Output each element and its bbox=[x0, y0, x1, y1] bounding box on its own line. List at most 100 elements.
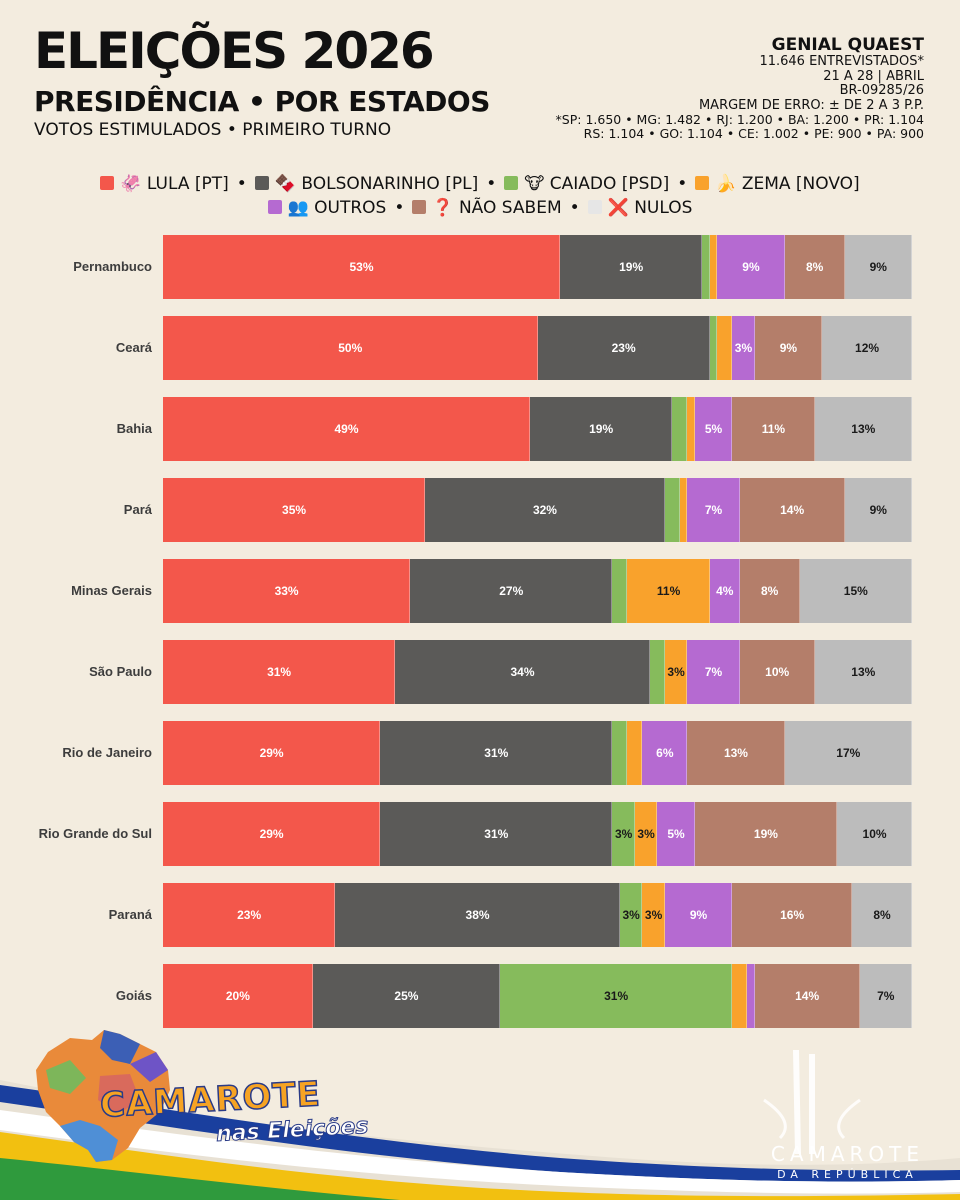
bar-data-label: 31% bbox=[484, 746, 509, 760]
bar-segment-nulos: 15% bbox=[799, 559, 912, 623]
bar-segment-outros bbox=[747, 964, 755, 1028]
bar-segment-outros: 5% bbox=[657, 802, 695, 866]
bar-segment-outros: 3% bbox=[732, 316, 755, 380]
bar-data-label: 34% bbox=[510, 665, 535, 679]
footer-banner: CAMAROTE nas Eleições bbox=[0, 1030, 960, 1200]
bar-segment-naosabem: 10% bbox=[739, 640, 815, 704]
bar-data-label: 3% bbox=[667, 665, 685, 679]
bar-segment-zema: 3% bbox=[642, 883, 665, 947]
bar-data-label: 23% bbox=[611, 341, 636, 355]
legend-swatch-outros bbox=[267, 200, 282, 214]
bar-segment-bolsonarinho: 31% bbox=[380, 802, 613, 866]
bar-segment-nulos: 13% bbox=[814, 640, 912, 704]
bar-data-label: 31% bbox=[484, 827, 509, 841]
bar-segment-naosabem: 11% bbox=[732, 397, 815, 461]
legend-swatch-caiado bbox=[504, 176, 519, 190]
bar-segment-caiado bbox=[649, 640, 665, 704]
bar-segment-outros: 6% bbox=[642, 721, 688, 785]
bar-segment-bolsonarinho: 23% bbox=[537, 316, 710, 380]
bar-segment-lula: 23% bbox=[163, 883, 336, 947]
bar-segment-bolsonarinho: 19% bbox=[559, 235, 703, 299]
legend-swatch-bolsonarinho bbox=[254, 176, 269, 190]
survey-interviewed: 11.646 ENTREVISTADOS* bbox=[759, 54, 924, 70]
bar-data-label: 23% bbox=[237, 908, 262, 922]
bar-data-label: 32% bbox=[532, 503, 557, 517]
bar-data-label: 7% bbox=[704, 503, 723, 517]
bar-segment-lula: 49% bbox=[163, 397, 530, 461]
bar-data-label: 9% bbox=[689, 908, 708, 922]
survey-samples-line1: *SP: 1.650 • MG: 1.482 • RJ: 1.200 • BA:… bbox=[555, 112, 924, 128]
row-label: Minas Gerais bbox=[71, 583, 152, 598]
legend-item-caiado: 🐮 CAIADO [PSD] bbox=[504, 176, 669, 193]
legend-emoji-nulos: ❌ bbox=[607, 198, 635, 218]
legend-label-nulos: NULOS bbox=[634, 198, 693, 218]
bar-segment-bolsonarinho: 31% bbox=[380, 721, 613, 785]
row-label: Rio Grande do Sul bbox=[38, 826, 152, 841]
bar-data-label: 13% bbox=[851, 422, 876, 436]
bar-segment-caiado bbox=[702, 235, 710, 299]
bar-data-label: 7% bbox=[877, 989, 895, 1003]
bar-segment-bolsonarinho: 25% bbox=[312, 964, 501, 1028]
bar-segment-outros: 4% bbox=[709, 559, 740, 623]
bar-data-label: 7% bbox=[704, 665, 723, 679]
bar-segment-outros: 7% bbox=[687, 640, 740, 704]
row-label: Pará bbox=[123, 502, 152, 517]
survey-registry: BR-09285/26 bbox=[839, 83, 924, 99]
bar-segment-naosabem: 14% bbox=[754, 964, 860, 1028]
bar-data-label: 6% bbox=[656, 746, 674, 760]
bar-data-label: 5% bbox=[667, 827, 685, 841]
bar-data-label: 38% bbox=[465, 908, 490, 922]
bar-data-label: 9% bbox=[742, 260, 760, 274]
bar-data-label: 3% bbox=[644, 908, 663, 922]
legend-item-lula: 🦑 LULA [PT] bbox=[100, 174, 229, 194]
bar-segment-zema: 3% bbox=[664, 640, 688, 704]
row-label: Paraná bbox=[108, 907, 152, 922]
legend-swatch-nulos bbox=[587, 200, 602, 214]
legend-label-outros: OUTROS bbox=[314, 198, 387, 218]
bar-segment-nulos: 7% bbox=[859, 964, 912, 1028]
bar-data-label: 14% bbox=[795, 989, 820, 1003]
legend-row-1: 🦑 LULA [PT] • 🍫 BOLSONARINHO [PL] • 🐮 CAIADO… bbox=[0, 176, 960, 193]
bar-segment-nulos: 17% bbox=[784, 721, 912, 785]
survey-margin: MARGEM DE ERRO: ± DE 2 A 3 P.P. bbox=[698, 97, 924, 113]
bar-segment-naosabem: 8% bbox=[784, 235, 845, 299]
legend-item-bolsonarinho: 🍫 BOLSONARINHO [PL] bbox=[254, 174, 479, 194]
bar-segment-zema bbox=[627, 721, 643, 785]
bar-segment-zema: 11% bbox=[627, 559, 710, 623]
legend-label-bolsonarinho: BOLSONARINHO [PL] bbox=[301, 174, 479, 194]
legend-item-naosabem: ❓ NÃO SABEM bbox=[412, 200, 562, 217]
bar-segment-zema bbox=[717, 316, 733, 380]
legend-emoji-zema: 🍌 bbox=[715, 174, 742, 194]
camarote-republica-logo: CAMAROTE DA REPÚBLICA bbox=[771, 1142, 924, 1181]
bar-segment-naosabem: 9% bbox=[754, 316, 823, 380]
bar-segment-nulos: 8% bbox=[852, 883, 912, 947]
bar-data-label: 11% bbox=[656, 584, 681, 598]
bar-data-label: 14% bbox=[780, 503, 805, 517]
bar-segment-nulos: 12% bbox=[822, 316, 912, 380]
row-label: Rio de Janeiro bbox=[62, 745, 152, 760]
bar-segment-lula: 33% bbox=[163, 559, 411, 623]
bar-data-label: 29% bbox=[259, 746, 284, 760]
bar-segment-zema bbox=[687, 397, 695, 461]
bar-segment-bolsonarinho: 19% bbox=[530, 397, 673, 461]
bar-data-label: 15% bbox=[843, 584, 868, 598]
bar-data-label: 8% bbox=[873, 908, 891, 922]
bar-segment-zema bbox=[679, 478, 688, 542]
bar-segment-outros: 9% bbox=[664, 883, 733, 947]
bar-segment-caiado: 3% bbox=[619, 883, 643, 947]
bar-data-label: 3% bbox=[637, 827, 655, 841]
bar-segment-naosabem: 13% bbox=[687, 721, 785, 785]
legend-separator: • bbox=[569, 198, 580, 218]
bar-segment-nulos: 10% bbox=[837, 802, 912, 866]
bar-data-label: 33% bbox=[274, 584, 299, 598]
legend-label-zema: ZEMA [NOVO] bbox=[741, 174, 860, 194]
row-label: São Paulo bbox=[89, 664, 152, 679]
stacked-bar-chart: Pernambuco 53% 19% 9% 8% 9% Ceará 50% 23% 3% 9% 12%… bbox=[38, 235, 912, 1028]
bar-segment-zema bbox=[732, 964, 748, 1028]
bar-segment-zema bbox=[709, 235, 718, 299]
bar-data-label: 50% bbox=[338, 341, 363, 355]
legend-emoji-lula: 🦑 bbox=[120, 174, 147, 194]
legend-item-nulos: ❌ NULOS bbox=[587, 198, 693, 218]
chart-subtitle: PRESIDÊNCIA • POR ESTADOS bbox=[34, 85, 490, 118]
bar-data-label: 19% bbox=[619, 260, 644, 274]
